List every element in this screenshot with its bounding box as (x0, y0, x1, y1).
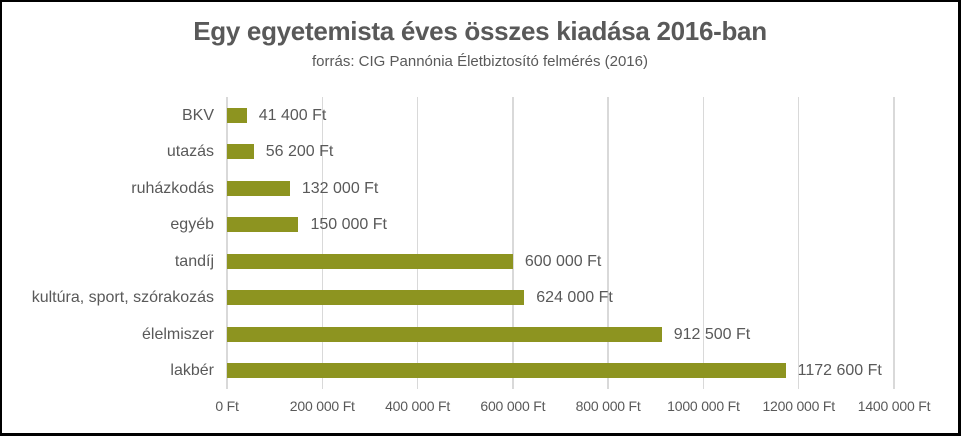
bar (227, 363, 786, 379)
x-tick-label: 0 Ft (215, 398, 239, 414)
category-axis: BKV utazás ruházkodás egyéb tandíj kultúra, s… (2, 97, 214, 389)
gridline (893, 97, 895, 389)
bar-value-label: 56 200 Ft (265, 143, 334, 161)
value-axis: 0 Ft 200 000 Ft 400 000 Ft 600 000 Ft 800 00… (2, 398, 958, 418)
bar (227, 144, 254, 160)
bar (227, 217, 299, 233)
x-tick-label: 400 000 Ft (385, 398, 451, 414)
bar-value-label: 150 000 Ft (310, 216, 387, 234)
bar-value-label: 1172 600 Ft (797, 362, 882, 380)
chart-subtitle: forrás: CIG Pannónia Életbiztosító felmé… (312, 53, 648, 70)
bar-value-label: 41 400 Ft (258, 106, 327, 124)
bar-value-label: 132 000 Ft (301, 179, 379, 197)
x-tick-label: 1200 000 Ft (762, 398, 835, 414)
category-label: utazás (166, 143, 214, 161)
gridline (702, 97, 705, 389)
bar (227, 180, 290, 196)
x-tick-label: 200 000 Ft (289, 398, 355, 414)
bar (227, 253, 513, 269)
gridline (321, 97, 324, 389)
bar (227, 326, 662, 342)
bar-value-label: 624 000 Ft (536, 289, 613, 307)
bar (227, 107, 247, 123)
category-label: lakbér (170, 362, 214, 380)
category-label: élelmiszer (141, 325, 214, 343)
category-label: egyéb (170, 216, 214, 234)
gridline (226, 97, 228, 389)
bar (227, 290, 525, 306)
category-label: kultúra, sport, szórakozás (31, 289, 214, 307)
plot-area: 41 400 Ft 56 200 Ft 132 000 Ft 150 000 Ft 60… (226, 97, 895, 389)
bar-value-label: 912 500 Ft (673, 325, 751, 343)
x-tick-label: 600 000 Ft (480, 398, 546, 414)
x-tick-label: 1000 000 Ft (667, 398, 740, 414)
gridline (416, 97, 419, 389)
x-tick-label: 800 000 Ft (575, 398, 641, 414)
bar-value-label: 600 000 Ft (524, 252, 602, 270)
x-tick-label: 1400 000 Ft (857, 398, 931, 414)
category-label: BKV (181, 106, 214, 124)
category-label: ruházkodás (131, 179, 214, 197)
chart-title: Egy egyetemista éves összes kiadása 2016… (193, 16, 767, 46)
category-label: tandíj (174, 252, 214, 270)
gridline (797, 97, 800, 389)
gridline (512, 97, 514, 389)
gridline (607, 97, 609, 389)
